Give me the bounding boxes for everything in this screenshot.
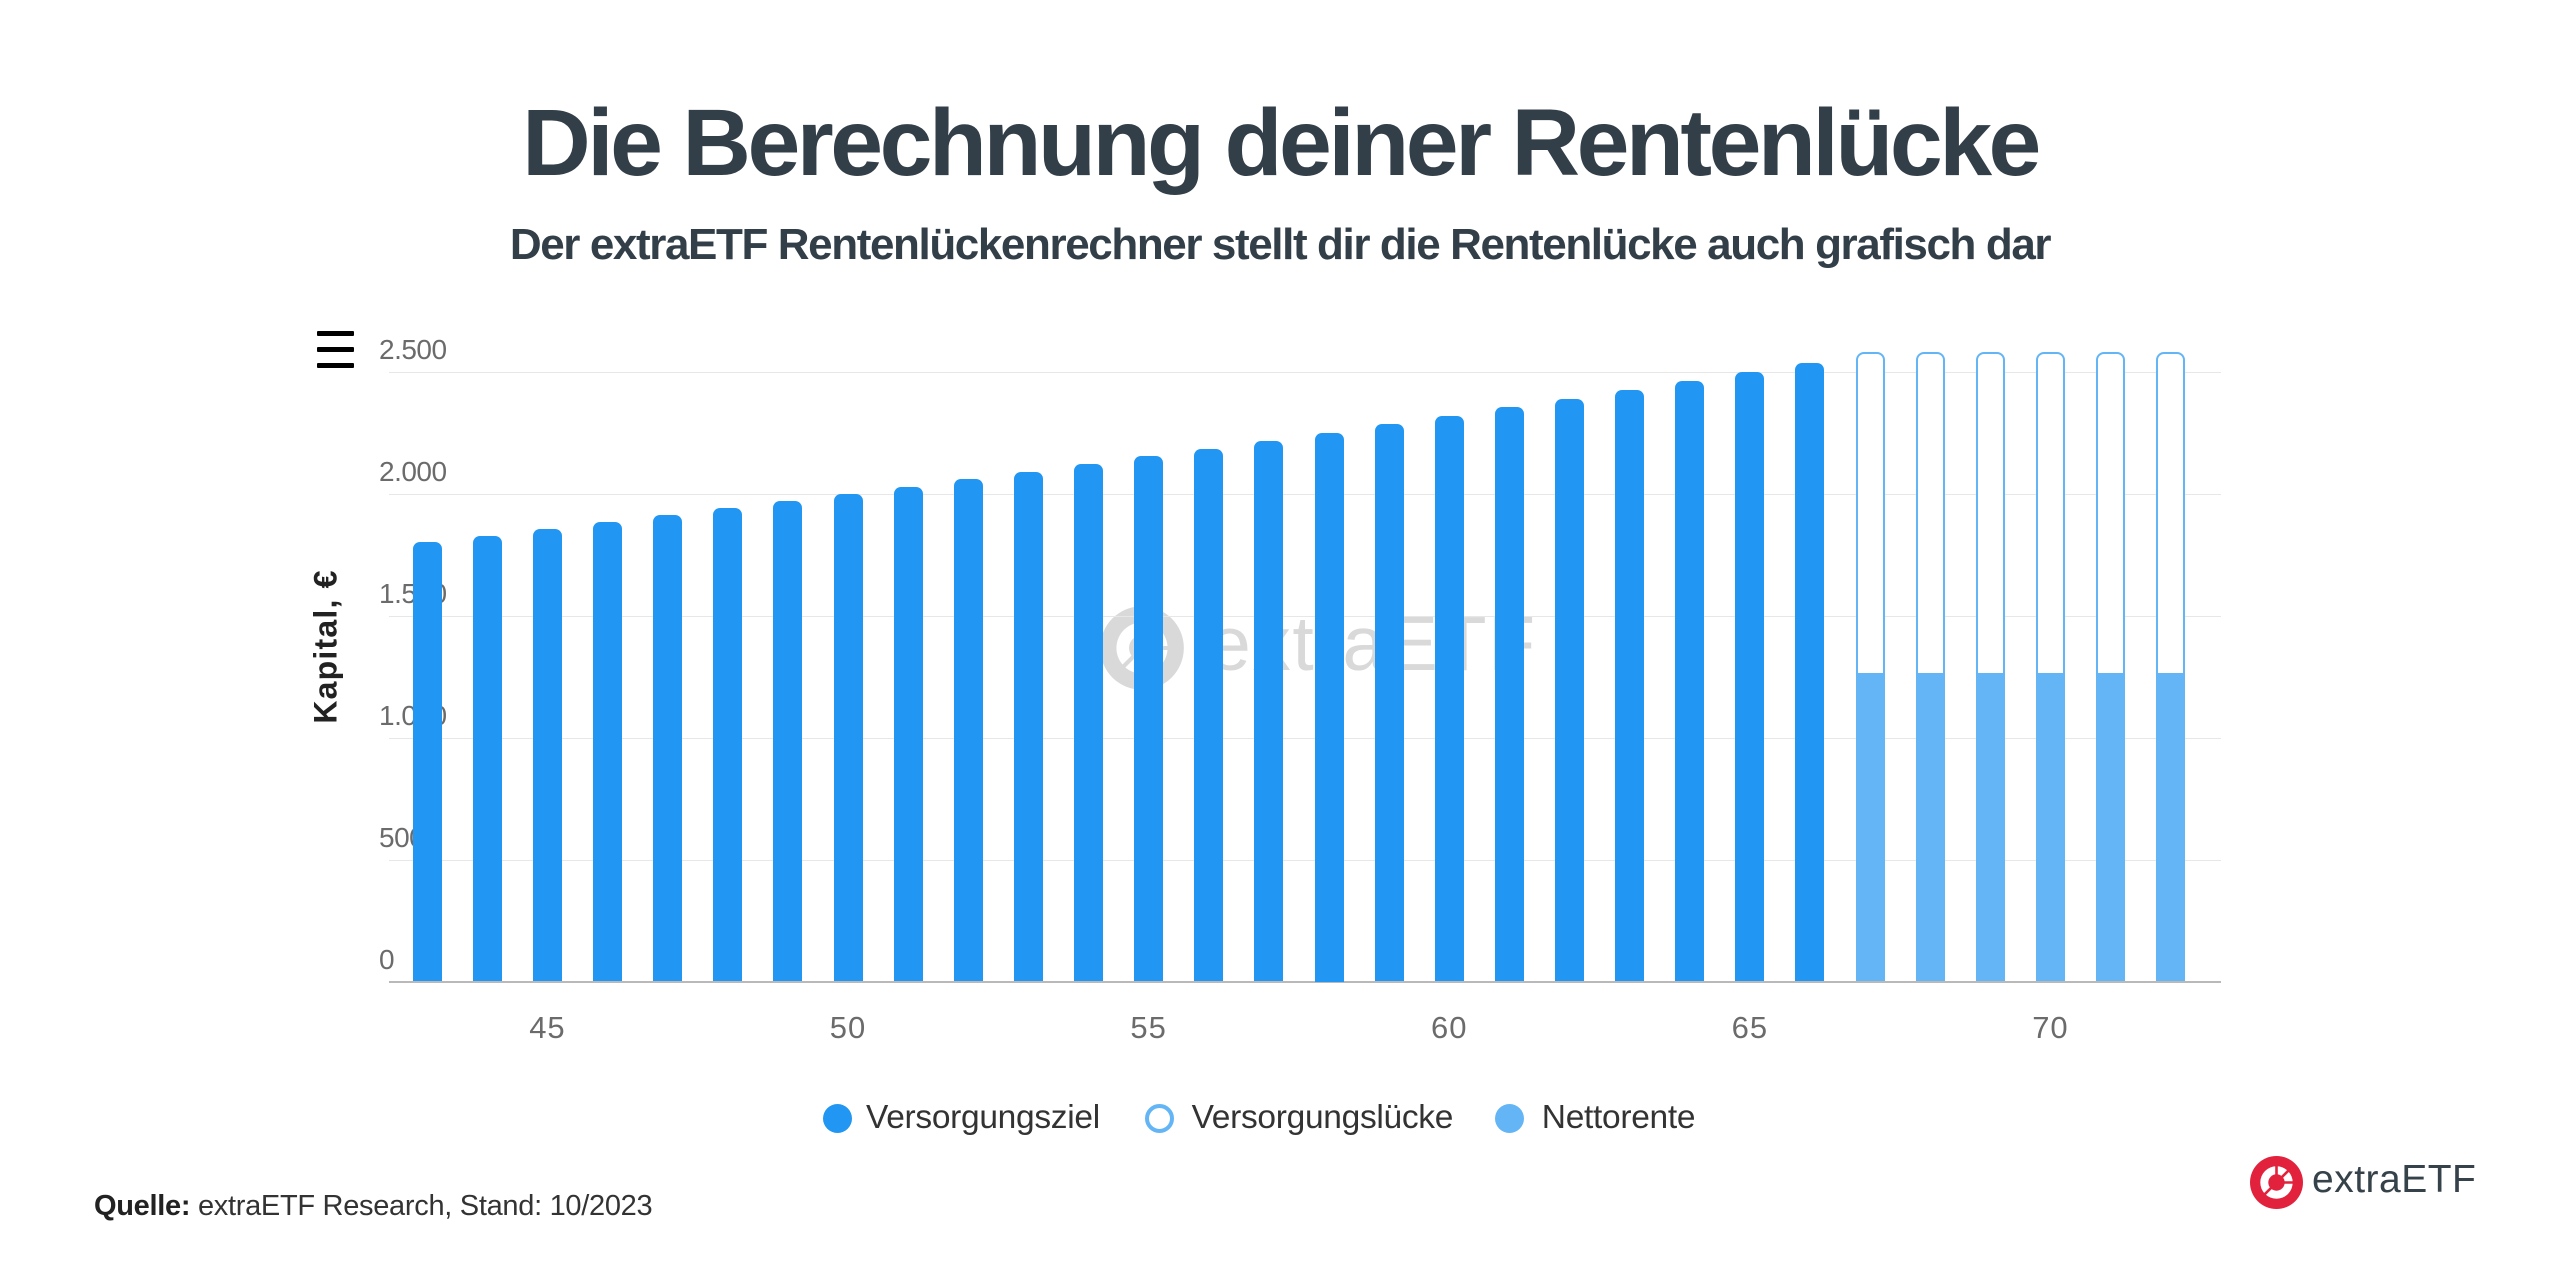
- extraetf-logo-icon: [2250, 1156, 2303, 1209]
- bar-versorgungsziel[interactable]: [953, 479, 983, 982]
- bar-nettorente[interactable]: [2098, 673, 2124, 980]
- bar-versorgungsziel[interactable]: [1494, 407, 1524, 982]
- y-gridline: [389, 737, 2221, 739]
- y-gridline: [389, 371, 2221, 373]
- bar-versorgungsziel[interactable]: [1675, 381, 1705, 982]
- bar-versorgungsluecke[interactable]: [2096, 351, 2126, 982]
- legend-marker-outline[interactable]: [1144, 1103, 1174, 1133]
- bar-nettorente[interactable]: [1977, 673, 2003, 980]
- bar-nettorente[interactable]: [1917, 673, 1943, 980]
- page-subtitle: Der extraETF Rentenlückenrechner stellt …: [509, 220, 2052, 269]
- y-gridline: [389, 859, 2221, 861]
- legend-label[interactable]: Versorgungsziel: [866, 1099, 1100, 1137]
- y-gridline: [389, 615, 2221, 617]
- source-label: Quelle:: [94, 1189, 191, 1222]
- legend-label[interactable]: Nettorente: [1541, 1099, 1696, 1137]
- x-axis-line: [389, 980, 2221, 983]
- x-axis-tick-label: 60: [1430, 1009, 1468, 1045]
- bar-versorgungsziel[interactable]: [833, 493, 863, 982]
- brand-logo: extraETF: [2248, 1154, 2528, 1211]
- y-gridline: [389, 493, 2221, 495]
- bar-versorgungsluecke[interactable]: [1915, 351, 1945, 982]
- bar-versorgungsziel[interactable]: [532, 529, 562, 982]
- bar-nettorente[interactable]: [1857, 673, 1883, 980]
- bar-versorgungsziel[interactable]: [1074, 464, 1104, 982]
- legend-label[interactable]: Versorgungslücke: [1191, 1099, 1454, 1137]
- bar-versorgungsziel[interactable]: [472, 535, 502, 982]
- x-axis-tick-label: 55: [1130, 1009, 1167, 1045]
- bar-versorgungsziel[interactable]: [412, 542, 442, 982]
- bar-versorgungsziel[interactable]: [893, 486, 923, 982]
- bar-versorgungsziel[interactable]: [1554, 398, 1584, 982]
- bar-versorgungsluecke[interactable]: [2035, 351, 2065, 982]
- bar-versorgungsluecke[interactable]: [2156, 351, 2186, 982]
- bar-versorgungsziel[interactable]: [593, 522, 623, 982]
- bar-nettorente[interactable]: [2158, 673, 2184, 980]
- bar-versorgungsziel[interactable]: [653, 515, 683, 982]
- bar-versorgungsziel[interactable]: [1795, 362, 1825, 982]
- bar-versorgungsziel[interactable]: [1194, 448, 1224, 982]
- page-title: Die Berechnung deiner Rentenlücke: [522, 90, 2041, 196]
- y-axis-tick-label: 2.500: [379, 333, 447, 365]
- hamburger-icon: [317, 331, 354, 336]
- y-axis-tick-label: 0: [379, 943, 395, 975]
- x-axis-tick-label: 70: [2032, 1009, 2069, 1045]
- bar-versorgungsziel[interactable]: [773, 501, 803, 982]
- x-axis-tick-label: 45: [529, 1009, 566, 1045]
- bar-versorgungsziel[interactable]: [1735, 371, 1765, 982]
- bar-versorgungsziel[interactable]: [1134, 456, 1164, 982]
- bar-versorgungsluecke[interactable]: [1975, 351, 2005, 982]
- bar-versorgungsziel[interactable]: [1434, 415, 1464, 982]
- source-text: extraETF Research, Stand: 10/2023: [190, 1189, 653, 1222]
- brand-name: extraETF: [2312, 1157, 2477, 1201]
- legend-marker-solid[interactable]: [822, 1103, 852, 1133]
- bar-versorgungsziel[interactable]: [1013, 471, 1043, 982]
- x-axis-tick-label: 50: [829, 1009, 867, 1045]
- bar-nettorente[interactable]: [2037, 673, 2063, 980]
- bar-versorgungsziel[interactable]: [1615, 390, 1645, 982]
- chart-menu-button[interactable]: [317, 331, 354, 368]
- y-axis-tick-label: 2.000: [379, 455, 447, 487]
- x-axis-tick-label: 65: [1731, 1009, 1769, 1045]
- bar-versorgungsziel[interactable]: [713, 508, 743, 982]
- bar-versorgungsziel[interactable]: [1314, 432, 1344, 982]
- bar-versorgungsluecke[interactable]: [1855, 351, 1885, 982]
- legend-marker-solid[interactable]: [1494, 1103, 1524, 1133]
- source-note: Quelle: extraETF Research, Stand: 10/202…: [94, 1186, 653, 1226]
- bar-versorgungsziel[interactable]: [1374, 424, 1404, 982]
- bar-versorgungsziel[interactable]: [1254, 440, 1284, 982]
